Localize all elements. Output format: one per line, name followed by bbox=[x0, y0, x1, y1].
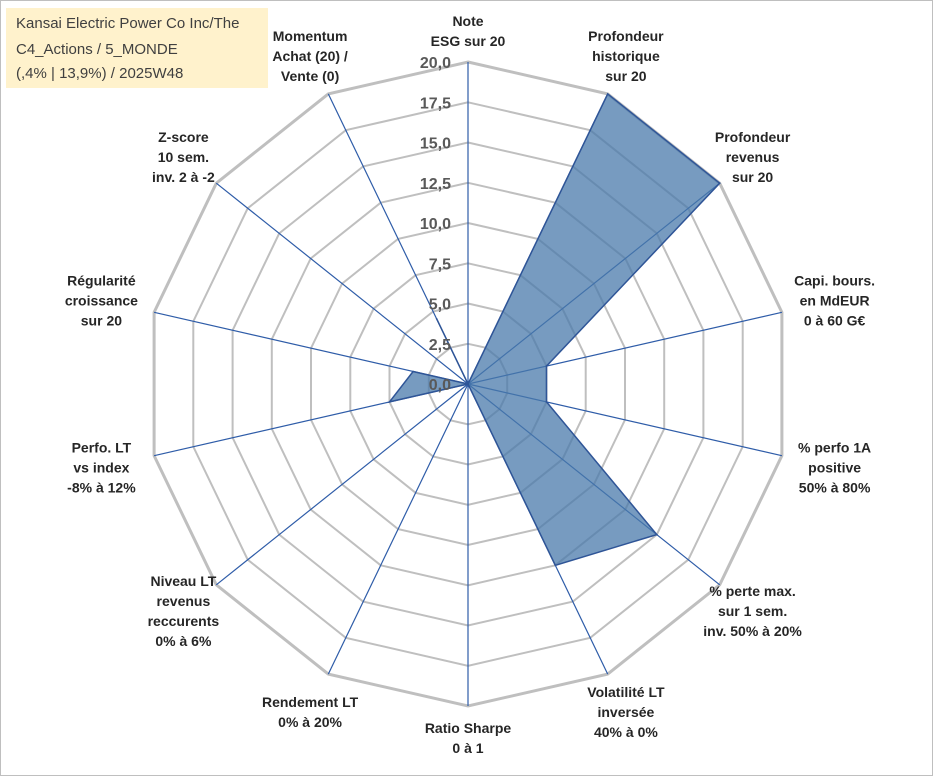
data-point bbox=[545, 401, 548, 403]
data-point bbox=[435, 317, 438, 320]
tick-label: 17,5 bbox=[420, 95, 451, 112]
title-line-2: C4_Actions / 5_MONDE bbox=[16, 41, 178, 58]
axis-label: % perte max. sur 1 sem. inv. 50% à 20% bbox=[703, 583, 802, 639]
title-box: Kansai Electric Power Co Inc/The C4_Acti… bbox=[6, 8, 268, 88]
axis-label: Ratio Sharpe 0 à 1 bbox=[425, 720, 512, 756]
tick-label: 10,0 bbox=[420, 216, 451, 233]
axis-label: Profondeur revenus sur 20 bbox=[715, 129, 791, 185]
data-point bbox=[656, 533, 658, 536]
axis-label: Niveau LT revenus reccurents 0% à 6% bbox=[148, 573, 220, 649]
radar-series bbox=[387, 92, 721, 567]
data-point bbox=[718, 182, 721, 184]
axis-spoke bbox=[327, 383, 469, 675]
axis-label: Volatilité LT inversée 40% à 0% bbox=[587, 684, 665, 740]
axis-label: Rendement LT 0% à 20% bbox=[262, 694, 359, 730]
tick-label: 15,0 bbox=[420, 136, 451, 153]
data-point bbox=[467, 383, 469, 385]
axis-label: Perfo. LT vs index -8% à 12% bbox=[67, 440, 136, 496]
axis-spoke bbox=[215, 383, 469, 586]
data-point bbox=[554, 564, 557, 567]
tick-label: 0,0 bbox=[429, 377, 451, 394]
tick-label: 20,0 bbox=[420, 55, 451, 72]
title-line-1: Kansai Electric Power Co Inc/The bbox=[16, 15, 240, 32]
axis-label: Profondeur historique sur 20 bbox=[588, 28, 664, 84]
title-line-3: (,4% | 13,9%) / 2025W48 bbox=[16, 65, 184, 82]
tick-label: 2,5 bbox=[429, 337, 451, 354]
data-point bbox=[412, 370, 414, 373]
radar-tick-labels: 0,0 2,5 5,0 7,5 10,0 12,5 15,0 17,5 20,0 bbox=[420, 55, 451, 394]
radar-axis-labels: Note ESG sur 20 Profondeur historique sur 20… bbox=[65, 13, 875, 756]
axis-label: Capi. bours. en MdEUR 0 à 60 G€ bbox=[794, 272, 875, 328]
series-area bbox=[387, 92, 721, 567]
axis-label: Régularité croissance sur 20 bbox=[65, 272, 138, 328]
axis-label: % perfo 1A positive 50% à 80% bbox=[798, 440, 871, 496]
tick-label: 12,5 bbox=[420, 176, 451, 193]
axis-label: Momentum Achat (20) / Vente (0) bbox=[272, 28, 348, 84]
axis-label: Note ESG sur 20 bbox=[431, 13, 506, 49]
tick-label: 5,0 bbox=[429, 297, 451, 314]
axis-spoke bbox=[215, 182, 469, 385]
data-point bbox=[606, 93, 609, 95]
axis-label: Z-score 10 sem. inv. 2 à -2 bbox=[152, 129, 215, 185]
data-point bbox=[545, 365, 548, 367]
data-point bbox=[388, 401, 391, 403]
tick-label: 7,5 bbox=[429, 256, 451, 273]
